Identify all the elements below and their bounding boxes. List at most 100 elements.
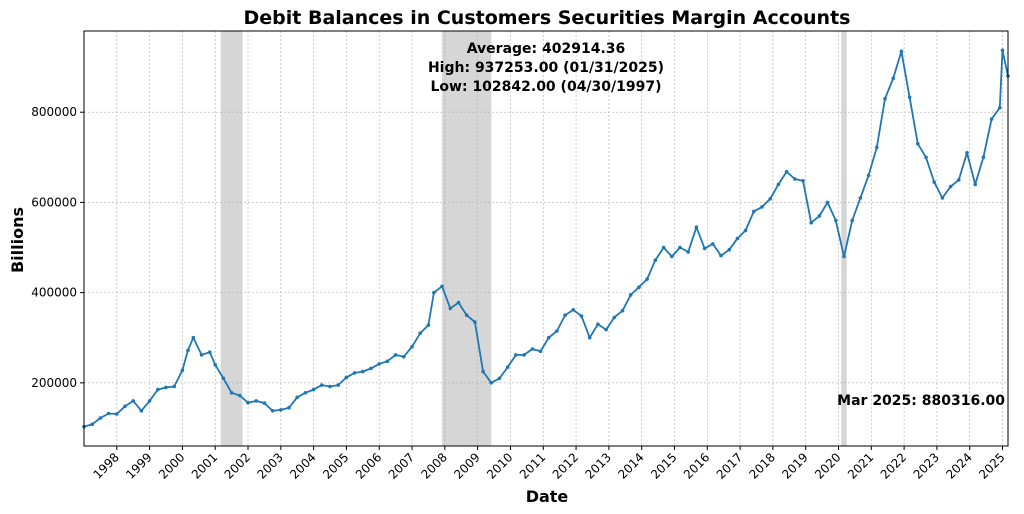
data-point — [735, 236, 740, 241]
data-point — [270, 409, 275, 413]
data-point — [858, 196, 863, 200]
x-tick-label: 1999 — [123, 450, 154, 481]
x-tick-label: 2015 — [648, 450, 679, 481]
data-point — [563, 313, 567, 318]
data-point — [957, 178, 961, 182]
x-tick-label: 2024 — [943, 450, 974, 481]
x-tick-label: 2020 — [812, 450, 843, 481]
data-point — [670, 254, 674, 259]
grid-lines — [84, 31, 1008, 446]
data-point — [172, 384, 176, 389]
data-point — [418, 331, 423, 336]
data-point — [538, 349, 543, 354]
stat-low: Low: 102842.00 (04/30/1997) — [430, 79, 661, 95]
data-point — [916, 142, 920, 146]
data-point — [311, 387, 316, 392]
data-point — [402, 354, 406, 359]
data-point — [448, 306, 453, 311]
x-tick-label: 2010 — [484, 450, 515, 481]
y-axis-label: Billions — [8, 207, 27, 273]
data-point — [213, 363, 217, 367]
x-tick-label: 2011 — [517, 450, 548, 481]
data-point — [579, 314, 584, 318]
data-point — [850, 218, 854, 223]
x-tick-label: 2023 — [911, 450, 942, 481]
data-point — [473, 320, 477, 324]
data-point — [620, 308, 625, 313]
data-point — [801, 179, 805, 183]
data-point — [899, 49, 904, 54]
data-point — [571, 308, 576, 312]
data-point — [514, 353, 518, 357]
data-point — [186, 348, 190, 353]
data-point — [587, 335, 592, 340]
x-tick-label: 2005 — [320, 450, 351, 481]
data-point — [752, 209, 756, 214]
data-point — [393, 353, 398, 357]
recession-band-2 — [841, 31, 847, 446]
data-point — [279, 408, 283, 412]
data-point — [981, 155, 986, 160]
data-point — [123, 404, 127, 409]
plot-frame — [83, 30, 1009, 447]
data-point — [505, 365, 510, 369]
data-point — [530, 347, 535, 351]
data-point — [604, 327, 608, 332]
data-point — [719, 253, 723, 258]
data-point — [842, 254, 846, 259]
data-point — [612, 315, 617, 320]
data-point — [497, 376, 502, 381]
x-tick-label: 2004 — [287, 450, 318, 481]
data-point — [481, 369, 485, 374]
data-point — [522, 353, 526, 357]
data-point — [628, 293, 633, 297]
chart-title: Debit Balances in Customers Securities M… — [244, 7, 851, 29]
data-point — [352, 371, 357, 375]
x-tick-label: 2001 — [189, 450, 220, 481]
data-point — [817, 214, 822, 218]
data-point — [90, 422, 94, 427]
data-point — [998, 105, 1002, 110]
data-point — [875, 145, 879, 150]
data-point — [229, 391, 234, 395]
data-point — [336, 383, 341, 387]
x-tick-label: 2008 — [418, 450, 449, 481]
x-tick-label: 2025 — [976, 450, 1007, 481]
data-point — [377, 362, 382, 366]
data-point — [246, 400, 250, 405]
data-point — [637, 285, 641, 290]
data-point — [891, 76, 895, 81]
data-point — [989, 117, 994, 121]
data-point — [727, 248, 731, 252]
y-tick-label: 600000 — [31, 195, 77, 209]
data-point — [653, 258, 658, 263]
data-point — [546, 335, 551, 340]
data-point — [940, 196, 945, 200]
data-point — [776, 182, 781, 187]
x-tick-label: 2002 — [222, 450, 253, 481]
data-point — [440, 284, 444, 289]
last-value-label: Mar 2025: 880316.00 — [837, 393, 1005, 409]
data-point — [686, 250, 690, 254]
data-point — [809, 220, 813, 225]
recession-bands — [220, 31, 847, 446]
data-point — [489, 381, 494, 385]
x-tick-label: 2006 — [353, 450, 384, 481]
data-point — [907, 95, 912, 100]
recession-band-1 — [442, 31, 492, 446]
x-tick-label: 2021 — [845, 450, 876, 481]
x-tick-label: 2003 — [254, 450, 285, 481]
data-point — [702, 246, 707, 251]
x-tick-label: 2019 — [779, 450, 810, 481]
data-point — [369, 366, 373, 371]
data-point — [866, 173, 871, 178]
data-point — [743, 228, 748, 233]
axis-ticks: 200000 400000 600000 800000 1998 1999 2000 2001… — [31, 105, 1007, 482]
data-point — [678, 245, 682, 250]
data-point — [965, 151, 969, 155]
data-point — [464, 313, 469, 318]
data-point — [115, 412, 119, 416]
recession-band-0 — [220, 31, 243, 446]
data-point — [645, 277, 649, 281]
